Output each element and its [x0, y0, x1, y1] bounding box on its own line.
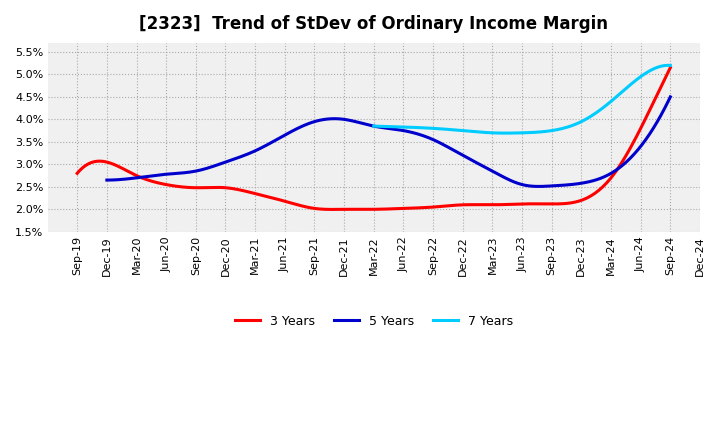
- 5 Years: [615, 165, 624, 170]
- 7 Years: [621, 87, 629, 92]
- 5 Years: [447, 147, 456, 152]
- 7 Years: [546, 128, 554, 133]
- 5 Years: [438, 141, 446, 147]
- 7 Years: [547, 128, 556, 133]
- 7 Years: [369, 124, 378, 129]
- Title: [2323]  Trend of StDev of Ordinary Income Margin: [2323] Trend of StDev of Ordinary Income…: [139, 15, 608, 33]
- 5 Years: [666, 94, 675, 99]
- 3 Years: [426, 205, 435, 210]
- 7 Years: [501, 131, 510, 136]
- 5 Years: [102, 177, 111, 183]
- 7 Years: [666, 63, 675, 68]
- 5 Years: [534, 184, 543, 189]
- 3 Years: [666, 65, 675, 70]
- Line: 5 Years: 5 Years: [107, 97, 670, 187]
- Line: 7 Years: 7 Years: [374, 65, 670, 133]
- 3 Years: [575, 198, 583, 204]
- 5 Years: [580, 180, 588, 186]
- 7 Years: [639, 72, 648, 77]
- Legend: 3 Years, 5 Years, 7 Years: 3 Years, 5 Years, 7 Years: [230, 310, 518, 333]
- 3 Years: [75, 169, 84, 174]
- 5 Years: [436, 140, 445, 146]
- 3 Years: [329, 207, 338, 212]
- 3 Years: [428, 205, 436, 210]
- 3 Years: [73, 171, 81, 176]
- 7 Years: [371, 124, 379, 129]
- Line: 3 Years: 3 Years: [77, 68, 670, 209]
- 7 Years: [552, 127, 561, 132]
- 3 Years: [613, 168, 621, 173]
- 7 Years: [664, 62, 672, 68]
- 5 Years: [104, 177, 113, 183]
- 3 Years: [438, 204, 446, 209]
